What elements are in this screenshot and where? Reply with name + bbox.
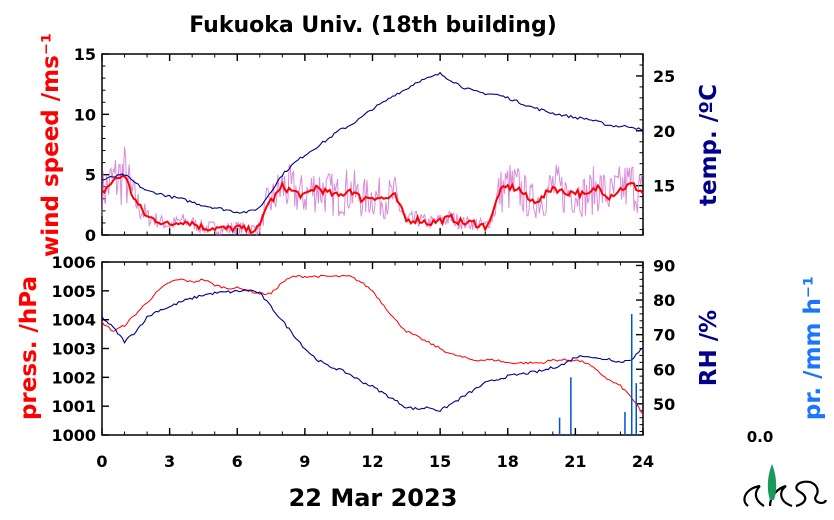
- pressure-axis-label: press. /hPa: [16, 276, 42, 420]
- y-tick-label: 1002: [51, 368, 96, 387]
- y-tick-label: 1000: [51, 426, 96, 445]
- y-tick-label: 10: [74, 105, 96, 124]
- pressure-line: [101, 274, 644, 415]
- humidity-line: [101, 288, 644, 413]
- humidity-axis-label: RH /%: [696, 310, 722, 386]
- y-tick-label: 1005: [51, 282, 96, 301]
- wind-speed-raw-line: [101, 146, 644, 237]
- y-tick-label: 15: [653, 177, 675, 196]
- precip-bar: [570, 377, 572, 435]
- temperature-line: [101, 71, 644, 214]
- y-tick-label: 15: [74, 45, 96, 64]
- precip-bar: [624, 411, 626, 435]
- precip-bar: [630, 313, 633, 435]
- x-tick-label: 18: [497, 452, 519, 471]
- x-tick-label: 9: [299, 452, 310, 471]
- y-tick-label: 50: [653, 395, 675, 414]
- y-tick-label: 60: [653, 360, 675, 379]
- y-tick-label: 1006: [51, 253, 96, 272]
- x-tick-label: 0: [96, 452, 107, 471]
- x-tick-label: 12: [361, 452, 383, 471]
- y-tick-label: 90: [653, 256, 675, 275]
- y-tick-label: 1003: [51, 340, 96, 359]
- wind-speed-line: [101, 174, 644, 235]
- y-tick-label: 70: [653, 326, 675, 345]
- x-tick-label: 15: [429, 452, 451, 471]
- y-tick-label: 80: [653, 291, 675, 310]
- y-tick-label: 25: [653, 67, 675, 86]
- wind-speed-axis-label: wind speed /ms⁻¹: [38, 33, 64, 257]
- chart-title: Fukuoka Univ. (18th building): [189, 13, 557, 38]
- date-label: 22 Mar 2023: [289, 484, 458, 512]
- precip-axis-label: pr. /mm h⁻¹: [800, 276, 826, 420]
- bottom-axis-ticks: 0 3 6 9 12 15 18 21 24 1000 1001 1002 1003 1004 1005 10…: [51, 253, 675, 471]
- temperature-axis-label: temp. /ºC: [696, 84, 722, 206]
- precip-readout: 0.0: [747, 428, 774, 446]
- y-tick-label: 0: [85, 226, 96, 245]
- bottom-panel-frame: [101, 261, 644, 436]
- x-tick-label: 6: [232, 452, 243, 471]
- series-layer: [101, 71, 644, 435]
- y-tick-label: 1004: [51, 311, 96, 330]
- y-tick-label: 20: [653, 122, 675, 141]
- x-tick-label: 24: [632, 452, 654, 471]
- x-tick-label: 3: [164, 452, 175, 471]
- x-tick-label: 21: [564, 452, 586, 471]
- precip-bar: [635, 383, 637, 435]
- y-tick-label: 5: [85, 166, 96, 185]
- logo-mark: [743, 464, 828, 508]
- top-axis-ticks: 0 5 10 15 15 20 25: [74, 45, 676, 245]
- precip-bar: [558, 417, 561, 435]
- y-tick-label: 1001: [51, 397, 96, 416]
